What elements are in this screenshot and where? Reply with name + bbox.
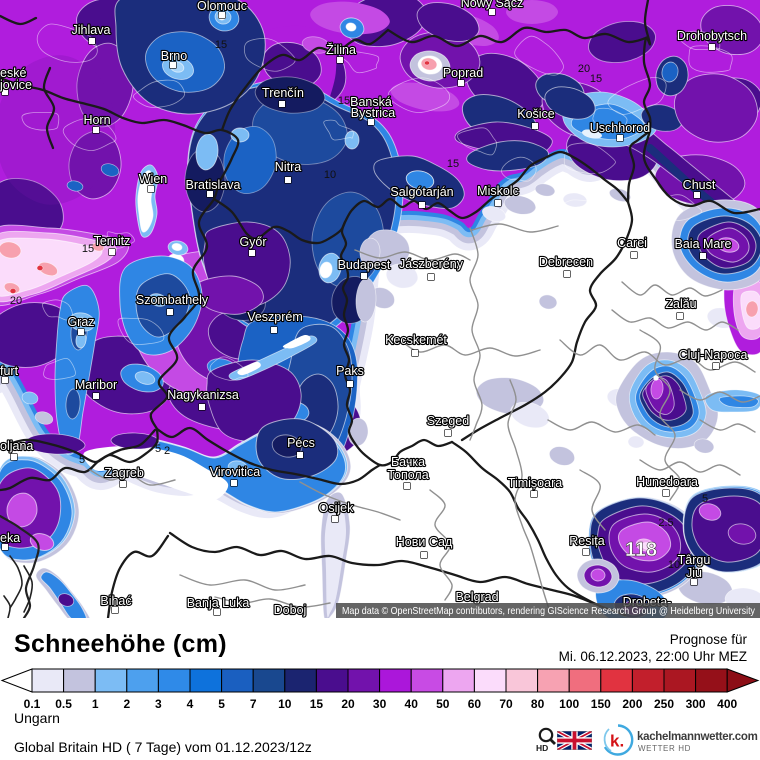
svg-text:15: 15 [310,697,324,711]
svg-text:15: 15 [447,158,459,170]
svg-text:0.1: 0.1 [24,697,41,711]
svg-text:Map data © OpenStreetMap contr: Map data © OpenStreetMap contributors, r… [342,606,756,617]
svg-text:5: 5 [702,493,708,505]
svg-text:Paks: Paks [336,364,364,378]
svg-text:Топола: Топола [387,468,428,482]
svg-text:3: 3 [155,697,162,711]
svg-text:Doboj: Doboj [274,603,307,617]
svg-text:Ternitz: Ternitz [94,234,131,248]
svg-text:2: 2 [164,445,170,457]
svg-text:70: 70 [499,697,513,711]
svg-text:Nowy Sącz: Nowy Sącz [461,0,524,10]
svg-text:400: 400 [717,697,737,711]
svg-text:Győr: Győr [239,235,266,249]
svg-text:20: 20 [341,697,355,711]
svg-text:15: 15 [590,73,602,85]
svg-text:5: 5 [218,697,225,711]
svg-text:Drohobytsch: Drohobytsch [677,29,747,43]
svg-text:oljana: oljana [0,439,33,453]
svg-text:2.5: 2.5 [658,517,673,529]
svg-text:10: 10 [278,697,292,711]
svg-text:250: 250 [654,697,674,711]
svg-text:150: 150 [591,697,611,711]
svg-text:Belgrad: Belgrad [455,590,498,604]
svg-text:k.: k. [610,732,624,751]
svg-text:100: 100 [559,697,579,711]
svg-text:Debrecen: Debrecen [539,255,593,269]
svg-text:300: 300 [686,697,706,711]
svg-text:Nitra: Nitra [275,160,301,174]
svg-text:Poprad: Poprad [443,66,483,80]
svg-text:eka: eka [0,531,20,545]
svg-text:Kecskemét: Kecskemét [385,333,447,347]
svg-text:40: 40 [405,697,419,711]
svg-text:15: 15 [338,95,350,107]
svg-text:10: 10 [668,559,680,571]
svg-text:Veszprém: Veszprém [247,310,303,324]
svg-text:Бачка: Бачка [391,455,425,469]
svg-text:eské: eské [0,66,26,80]
svg-text:Horn: Horn [83,113,110,127]
svg-text:1: 1 [92,697,99,711]
svg-text:Košice: Košice [517,107,555,121]
svg-text:Banja Luka: Banja Luka [187,596,250,610]
svg-text:Cluj-Napoca: Cluj-Napoca [679,348,748,362]
svg-text:Wien: Wien [139,172,168,186]
svg-text:Virovitica: Virovitica [210,465,261,479]
svg-text:Resița: Resița [569,534,604,548]
svg-text:Szeged: Szeged [427,414,469,428]
svg-text:50: 50 [436,697,450,711]
svg-text:Olomouc: Olomouc [197,0,247,13]
svg-text:15: 15 [82,243,94,255]
svg-text:Jászberény: Jászberény [399,257,464,271]
svg-text:30: 30 [373,697,387,711]
svg-text:Osijek: Osijek [319,501,354,515]
svg-text:Salgótarján: Salgótarján [390,185,453,199]
svg-text:Baia Mare: Baia Mare [675,237,732,251]
svg-text:HD: HD [536,743,548,752]
svg-text:Trenčín: Trenčín [262,86,304,100]
svg-text:Zagreb: Zagreb [104,466,144,480]
svg-text:furt: furt [0,364,19,378]
svg-text:Bystrica: Bystrica [351,106,396,120]
svg-text:Chust: Chust [683,178,716,192]
svg-text:Maribor: Maribor [75,378,117,392]
svg-text:200: 200 [622,697,642,711]
svg-text:0.5: 0.5 [55,697,72,711]
svg-text:Jiu: Jiu [686,566,702,580]
svg-text:15: 15 [215,39,227,51]
svg-text:80: 80 [531,697,545,711]
svg-text:Timișoara: Timișoara [508,476,562,490]
svg-text:Carei: Carei [617,236,647,250]
svg-text:Bihać: Bihać [100,594,131,608]
svg-text:Miskolc: Miskolc [477,184,519,198]
svg-text:10: 10 [324,169,336,181]
svg-text:Нови Сад: Нови Сад [396,535,453,549]
svg-text:5: 5 [155,443,161,455]
svg-text:60: 60 [468,697,482,711]
svg-text:Graz: Graz [67,315,94,329]
svg-text:5: 5 [79,454,85,466]
svg-text:Târgu: Târgu [678,553,711,567]
svg-text:Budapest: Budapest [338,258,391,272]
svg-text:2: 2 [123,697,130,711]
svg-text:Nagykanizsa: Nagykanizsa [167,388,239,402]
svg-text:118: 118 [625,539,657,561]
svg-text:20: 20 [10,295,22,307]
svg-text:Žilina: Žilina [326,42,356,57]
svg-text:Jihlava: Jihlava [72,23,111,37]
svg-text:Brno: Brno [161,49,187,63]
svg-text:Bratislava: Bratislava [186,178,241,192]
svg-text:Pécs: Pécs [287,436,315,450]
svg-text:Hunedoara: Hunedoara [636,475,698,489]
svg-text:4: 4 [187,697,194,711]
svg-text:Uschhorod: Uschhorod [590,121,650,135]
svg-text:jovice: jovice [0,78,32,92]
svg-text:Banská: Banská [350,95,392,109]
svg-text:7: 7 [250,697,257,711]
svg-text:Zalău: Zalău [665,297,696,311]
svg-text:20: 20 [578,63,590,75]
svg-text:Szombathely: Szombathely [136,293,209,307]
